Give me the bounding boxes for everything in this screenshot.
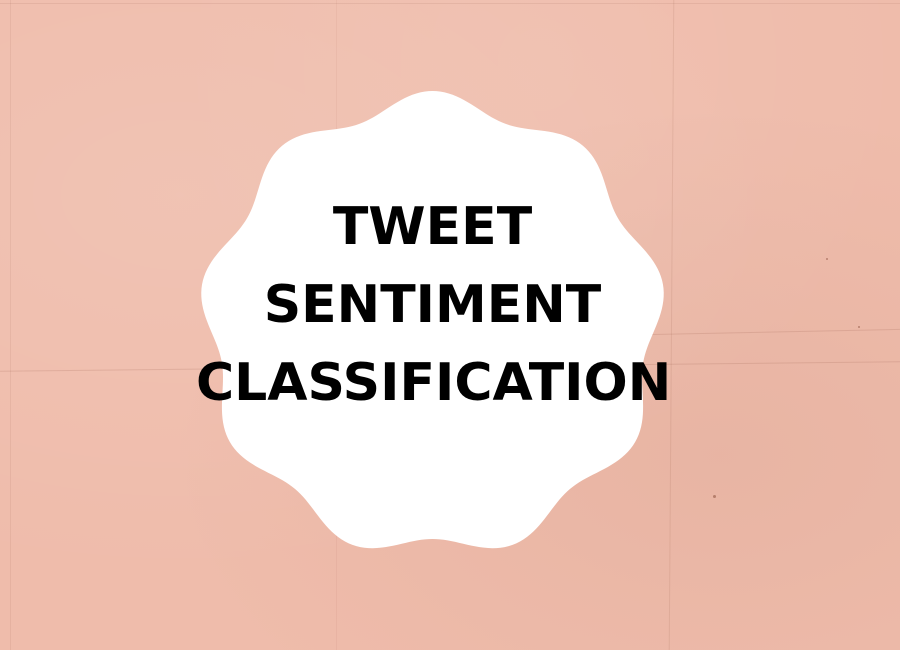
paper-speck	[713, 495, 716, 498]
title-line-1: TWEET	[332, 197, 533, 257]
page-title: TWEET SENTIMENT CLASSIFICATION	[196, 188, 672, 422]
scalloped-badge-shape	[201, 91, 664, 549]
paper-crease	[668, 0, 675, 650]
scalloped-badge	[196, 90, 669, 560]
paper-crease	[0, 3, 900, 4]
title-line-3: CLASSIFICATION	[196, 353, 672, 413]
title-line-2: SENTIMENT	[263, 275, 602, 335]
paper-crease	[10, 0, 11, 650]
paper-speck	[826, 258, 828, 260]
paper-speck	[858, 326, 860, 328]
